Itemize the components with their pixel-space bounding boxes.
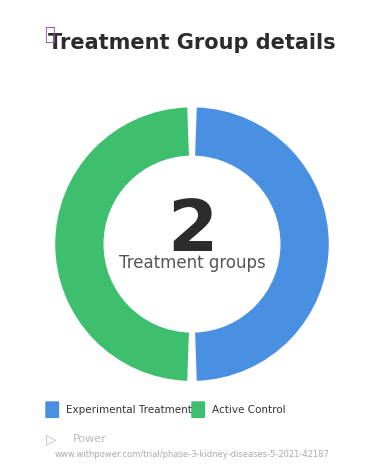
Text: www.withpower.com/trial/phase-3-kidney-diseases-5-2021-42187: www.withpower.com/trial/phase-3-kidney-d… xyxy=(55,450,329,459)
Text: Power: Power xyxy=(73,434,107,445)
Text: Active Control: Active Control xyxy=(212,405,286,415)
Wedge shape xyxy=(55,107,189,381)
Text: Treatment Group details: Treatment Group details xyxy=(48,33,336,53)
Wedge shape xyxy=(195,107,329,381)
Text: Experimental Treatment: Experimental Treatment xyxy=(66,405,192,415)
Text: 2: 2 xyxy=(167,197,217,266)
Text: Treatment groups: Treatment groups xyxy=(119,254,265,272)
Text: 👥: 👥 xyxy=(45,26,55,44)
Text: ▷: ▷ xyxy=(46,432,57,446)
